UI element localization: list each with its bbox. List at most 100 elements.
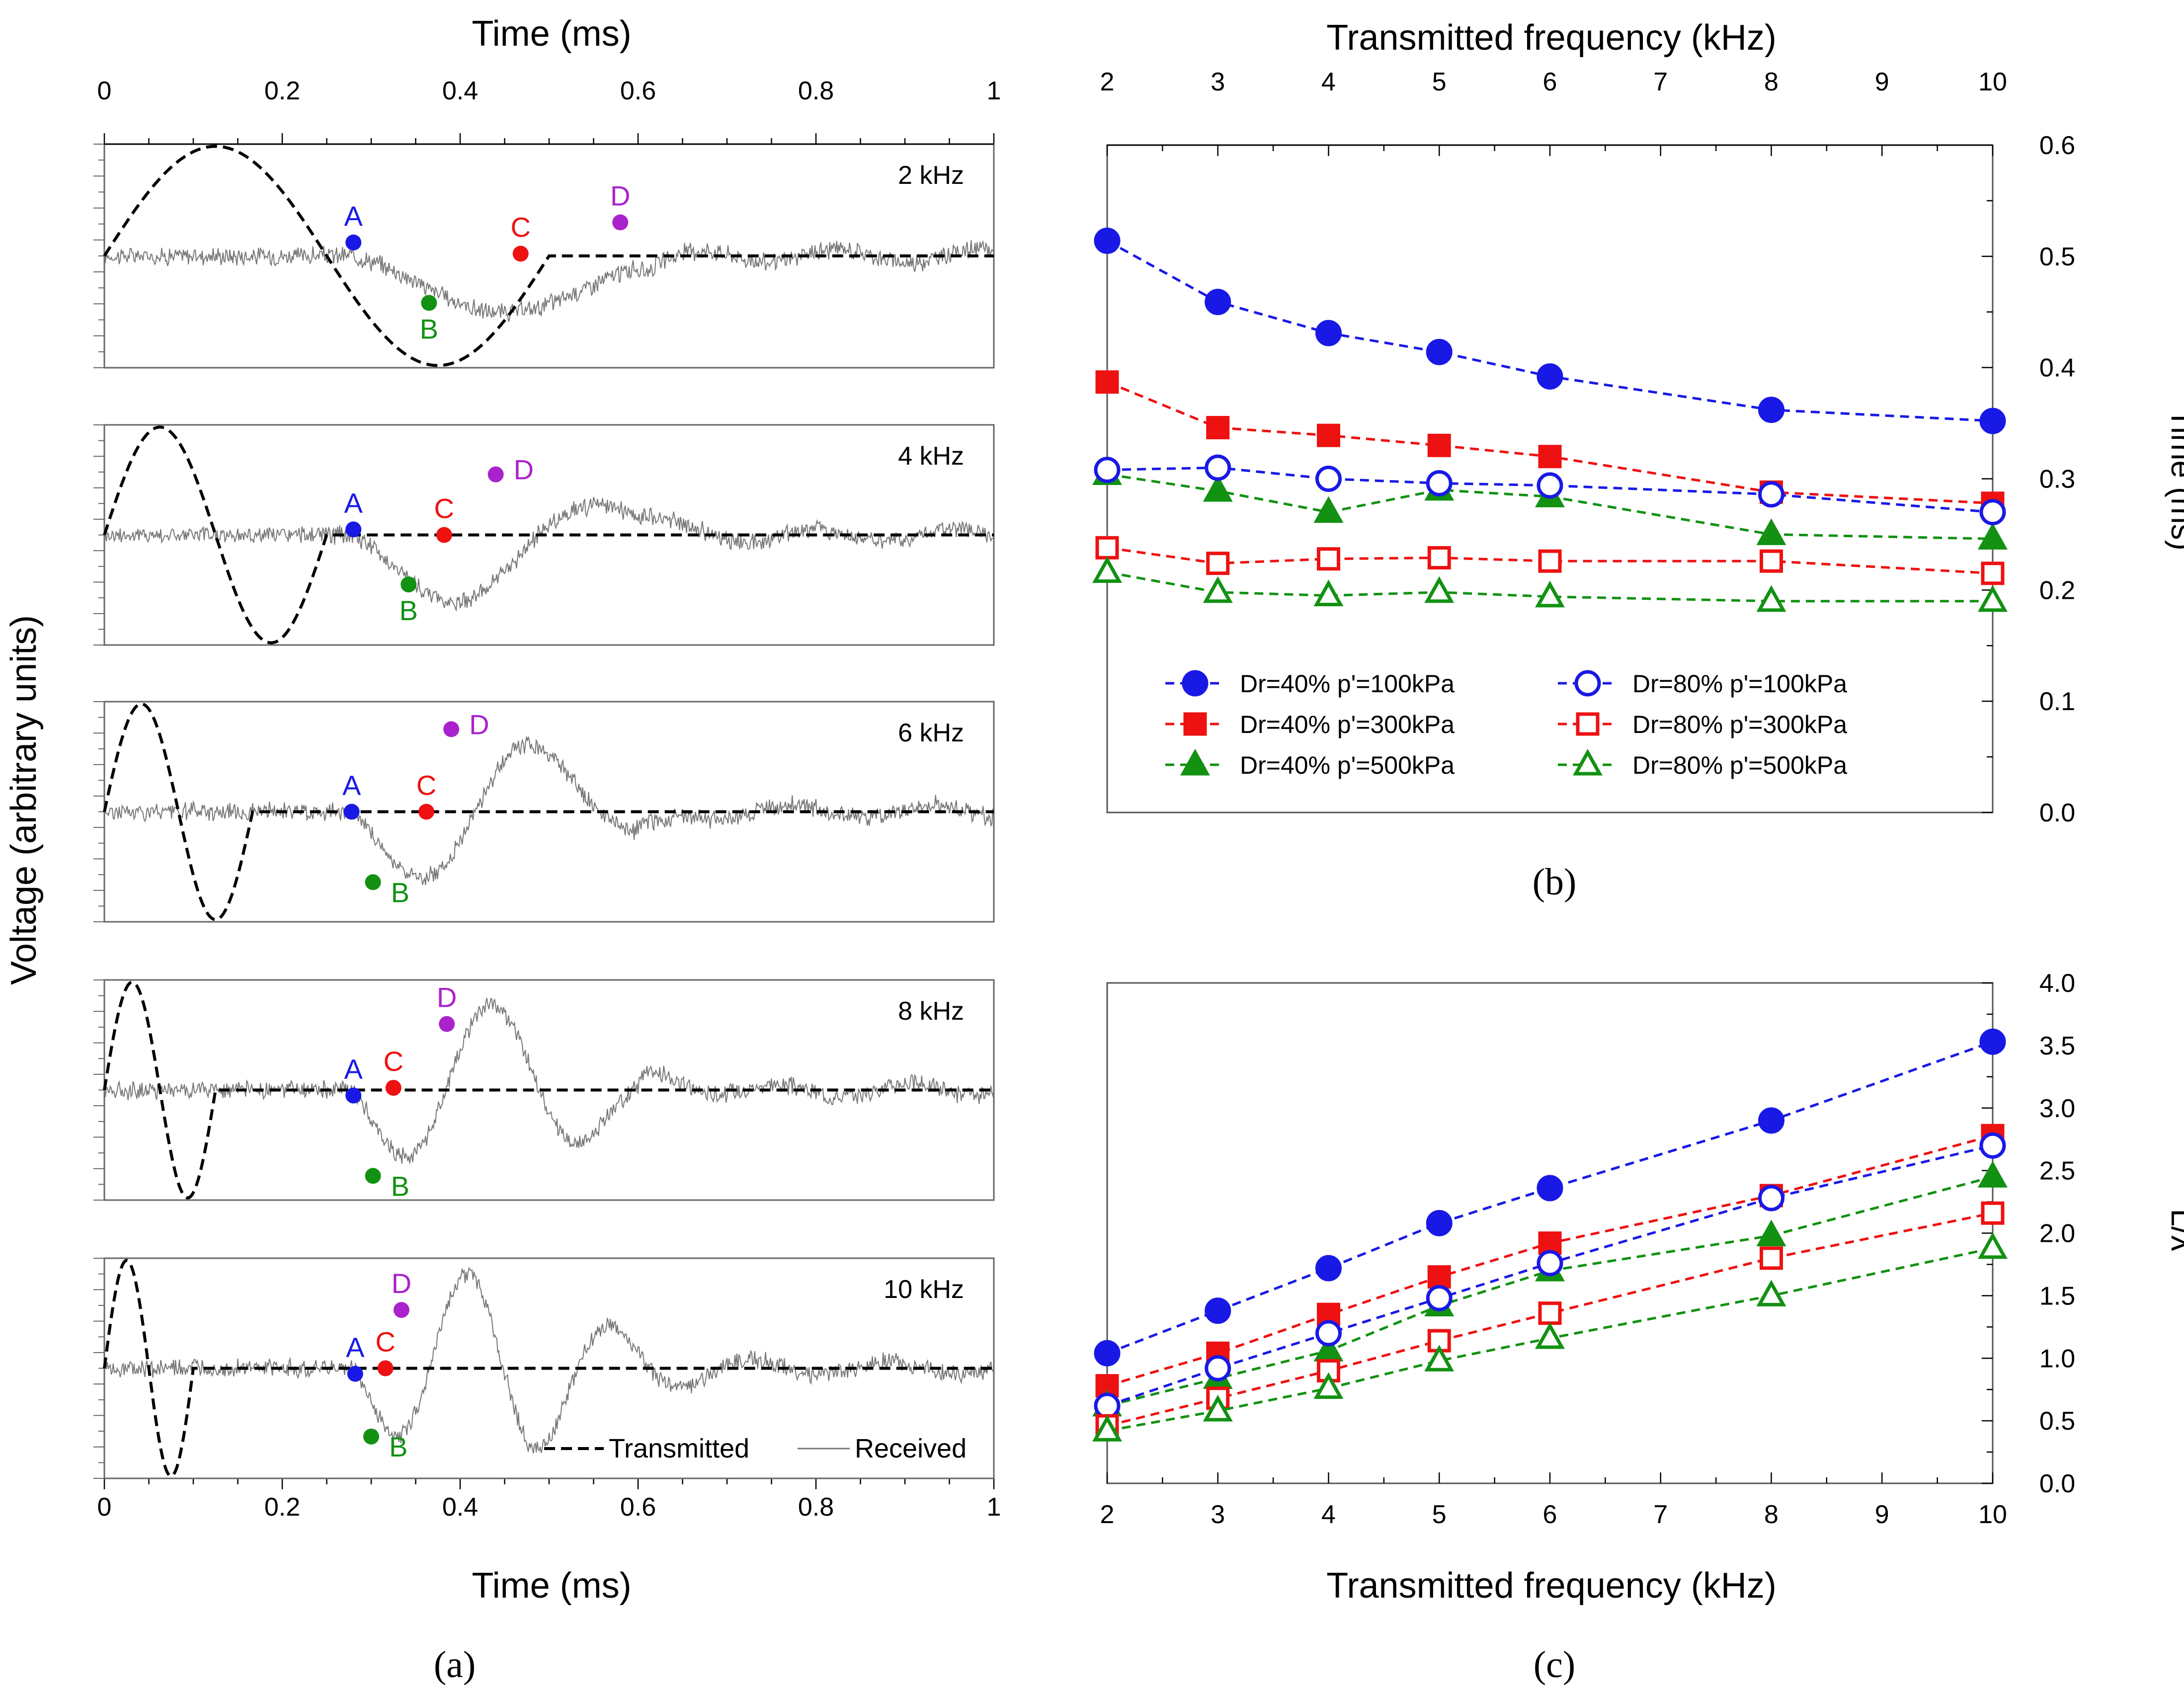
legend-label: Dr=40% p'=500kPa — [1240, 751, 1455, 779]
marker-triangle — [1756, 1219, 1786, 1247]
transmitted-trace — [103, 145, 994, 367]
point-b — [421, 295, 437, 311]
panel-a-time-tick-label: 0.8 — [798, 77, 834, 105]
marker-circle — [1094, 1340, 1121, 1367]
y-tick-label: 2.0 — [2039, 1219, 2075, 1248]
marker-triangle — [1573, 748, 1603, 776]
marker-circle — [1205, 1297, 1231, 1324]
marker-square — [1317, 547, 1340, 571]
marker-square — [1538, 445, 1562, 469]
marker-square — [1206, 416, 1230, 440]
point-label-c: C — [384, 1046, 404, 1077]
x-tick-label: 4 — [1321, 68, 1336, 96]
transmitted-trace — [103, 425, 994, 645]
x-tick-label: 6 — [1543, 68, 1557, 96]
x-tick-label: 3 — [1211, 1500, 1225, 1529]
marker-triangle — [1535, 1322, 1565, 1349]
received-trace — [104, 1267, 994, 1454]
y-tick-label: 2.5 — [2039, 1157, 2075, 1186]
marker-square — [1427, 546, 1451, 569]
point-label-d: D — [610, 180, 630, 212]
y-tick-label: 0.0 — [2039, 799, 2075, 827]
marker-square — [1760, 549, 1783, 573]
x-tick-label: 2 — [1100, 1500, 1115, 1529]
marker-triangle — [1203, 576, 1233, 603]
point-c — [512, 245, 529, 262]
panel-a-ylabel: Voltage (arbitrary units) — [4, 615, 44, 985]
point-label-a: A — [344, 1053, 363, 1085]
marker-triangle — [1313, 496, 1344, 523]
marker-triangle — [1092, 1415, 1122, 1442]
point-label-d: D — [437, 982, 457, 1013]
panel-b: 2 3 4 5 6 7 8 9 10 0.0 0.1 0.2 0.3 0.4 0.5 0.6 Dr=40% p'… — [1092, 68, 2075, 827]
panel-c-title: (c) — [1534, 1644, 1575, 1686]
marker-circle — [1426, 1210, 1453, 1236]
marker-circle — [1758, 481, 1784, 508]
point-d — [487, 466, 504, 483]
x-tick-label: 4 — [1321, 1500, 1336, 1529]
panel-a-time-tick-label: 0.2 — [264, 77, 300, 105]
legend-transmitted-label: Transmitted — [609, 1434, 749, 1463]
marker-square — [1317, 423, 1340, 447]
marker-triangle — [1978, 523, 2008, 550]
panel-c-ylabel: L/λ — [2165, 1209, 2184, 1251]
transmitted-trace — [103, 702, 994, 921]
panel-b-ylabel: Time (ms) — [2165, 408, 2184, 551]
x-tick-label: 7 — [1653, 1500, 1668, 1529]
legend-label: Dr=80% p'=500kPa — [1632, 751, 1847, 779]
panel-a-time-tick-label: 0.4 — [442, 1493, 478, 1522]
marker-circle — [1574, 670, 1601, 697]
marker-triangle — [1313, 1372, 1344, 1399]
point-b — [401, 576, 417, 593]
marker-circle — [1094, 457, 1121, 484]
point-label-a: A — [342, 770, 361, 801]
marker-square — [1095, 536, 1119, 560]
legend-label: Dr=40% p'=300kPa — [1240, 711, 1455, 738]
panel-a-time-tick-label: 0 — [97, 77, 112, 105]
point-b — [365, 1168, 381, 1184]
marker-circle — [1758, 1185, 1784, 1212]
point-c — [377, 1360, 394, 1376]
frequency-label: 8 kHz — [898, 997, 964, 1026]
marker-circle — [1205, 289, 1231, 316]
y-tick-label: 4.0 — [2039, 969, 2075, 998]
received-trace — [104, 736, 994, 886]
panel-a-time-tick-label: 0.2 — [264, 1493, 300, 1522]
point-d — [393, 1302, 409, 1318]
marker-circle — [1205, 454, 1231, 481]
x-tick-label: 5 — [1432, 68, 1447, 96]
panel-b-title: (b) — [1533, 861, 1577, 903]
y-tick-label: 0.2 — [2039, 576, 2075, 605]
point-d — [439, 1016, 455, 1032]
legend-label: Dr=80% p'=100kPa — [1632, 670, 1847, 698]
marker-circle — [1979, 1028, 2006, 1055]
marker-circle — [1537, 1175, 1563, 1202]
point-c — [436, 527, 452, 543]
y-tick-label: 0.6 — [2039, 131, 2075, 160]
frequency-label: 4 kHz — [898, 442, 964, 471]
x-tick-label: 8 — [1764, 1500, 1779, 1529]
y-tick-label: 0.4 — [2039, 354, 2075, 383]
y-tick-label: 3.5 — [2039, 1032, 2075, 1060]
y-tick-label: 0.5 — [2039, 243, 2075, 271]
marker-circle — [1315, 466, 1342, 492]
panel-a-time-tick-label: 0.8 — [798, 1493, 834, 1522]
x-tick-label: 9 — [1875, 68, 1889, 96]
marker-circle — [1537, 472, 1563, 499]
x-tick-label: 3 — [1211, 68, 1225, 96]
marker-square — [1206, 552, 1230, 575]
marker-circle — [1094, 227, 1121, 254]
y-tick-label: 0.5 — [2039, 1407, 2075, 1436]
marker-circle — [1205, 1355, 1231, 1381]
x-tick-label: 10 — [1978, 68, 2007, 96]
received-trace — [104, 240, 994, 322]
y-tick-label: 0.3 — [2039, 465, 2075, 494]
legend-label: Dr=40% p'=100kPa — [1240, 670, 1455, 698]
point-a — [347, 1366, 363, 1382]
panel-a-time-tick-label: 1 — [987, 1493, 1001, 1522]
marker-square — [1427, 1265, 1451, 1289]
y-tick-label: 0.0 — [2039, 1469, 2075, 1498]
point-label-c: C — [416, 770, 436, 801]
marker-circle — [1979, 407, 2006, 434]
point-d — [443, 721, 460, 737]
